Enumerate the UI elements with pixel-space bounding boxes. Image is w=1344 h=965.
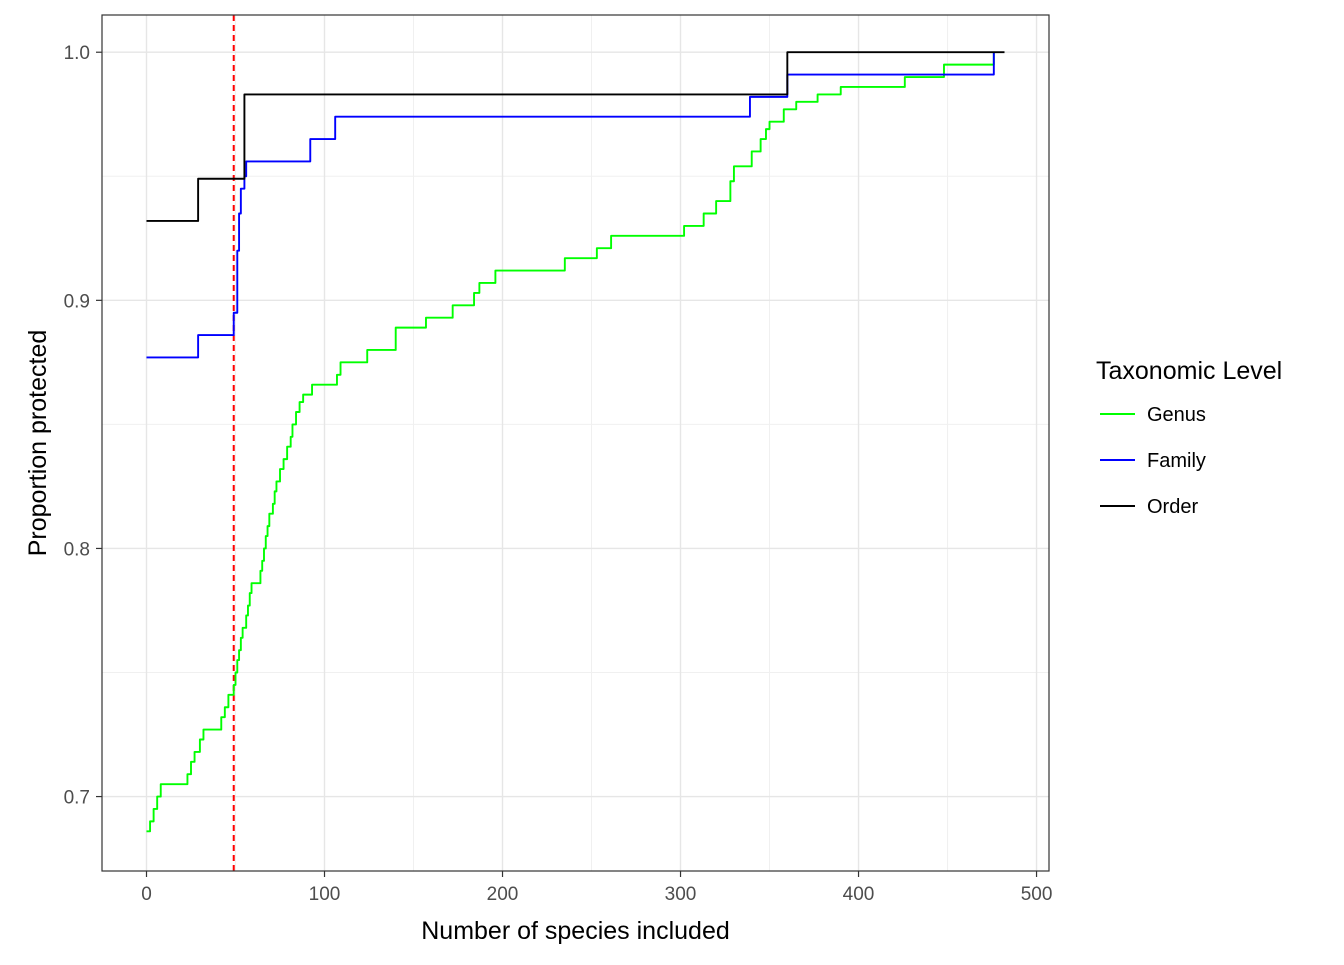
x-tick-label: 500 [1021, 884, 1053, 905]
x-tick-label: 200 [487, 884, 519, 905]
series-line-family [146, 52, 995, 359]
x-tick-label: 0 [141, 884, 152, 905]
legend-label-order: Order [1147, 496, 1198, 518]
series-line-order [146, 51, 1005, 222]
x-tick-label: 400 [843, 884, 875, 905]
series-line-genus [146, 52, 995, 833]
legend-title: Taxonomic Level [1096, 357, 1282, 385]
legend-items: Genus Family Order [1100, 404, 1206, 518]
x-tick-label: 300 [665, 884, 697, 905]
y-tick-label: 0.9 [64, 291, 90, 312]
x-tick-label: 100 [309, 884, 341, 905]
grid-lines [102, 15, 1049, 871]
plot-panel-border [101, 14, 1050, 872]
legend-label-genus: Genus [1147, 404, 1206, 426]
y-axis-title: Proportion protected [24, 330, 52, 557]
x-axis-title: Number of species included [421, 917, 730, 945]
y-tick-label: 0.8 [64, 539, 90, 560]
axes: 0 100 200 300 400 500 0.7 0.8 0.9 1.0 [64, 43, 1053, 905]
legend: Taxonomic Level Genus Family Order [1096, 357, 1282, 518]
legend-label-family: Family [1147, 450, 1206, 472]
series-lines [146, 51, 1005, 833]
y-tick-label: 1.0 [64, 43, 90, 64]
y-tick-label: 0.7 [64, 788, 90, 809]
